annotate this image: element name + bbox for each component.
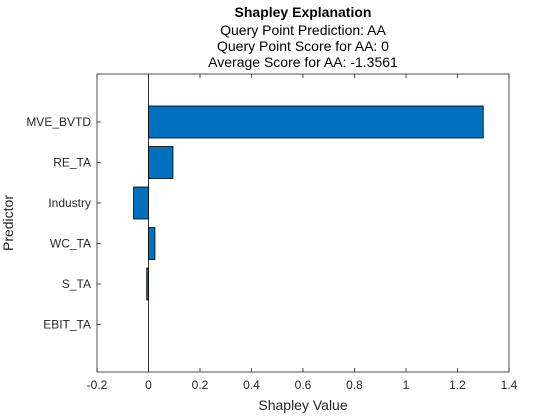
x-tick-label: 1: [403, 378, 410, 392]
y-tick-label: EBIT_TA: [43, 318, 91, 332]
chart-title: Shapley Explanation: [235, 4, 372, 20]
chart-subtitle-2: Query Point Score for AA: 0: [217, 38, 389, 54]
y-tick-label: WC_TA: [50, 237, 91, 251]
y-tick-label: RE_TA: [53, 156, 91, 170]
x-tick-label: 0.4: [243, 378, 260, 392]
bar-s-ta: [146, 267, 149, 301]
x-tick-label: -0.2: [87, 378, 108, 392]
x-tick-label: 0.2: [192, 378, 209, 392]
bar-industry: [133, 186, 149, 220]
x-tick-label: 0.8: [346, 378, 363, 392]
bars-group: [133, 105, 484, 301]
x-tick-label: 1.2: [449, 378, 466, 392]
x-tick-label: 0: [145, 378, 152, 392]
bar-re-ta: [148, 146, 174, 179]
y-axis-label: Predictor: [0, 195, 16, 251]
x-tick-label: 0.6: [295, 378, 312, 392]
x-axis-label: Shapley Value: [258, 397, 347, 413]
x-tick-label: 1.4: [501, 378, 518, 392]
y-tick-label: Industry: [48, 196, 91, 210]
y-tick-group: MVE_BVTD RE_TA Industry WC_TA S_TA EBIT_TA: [26, 115, 101, 332]
chart-subtitle-3: Average Score for AA: -1.3561: [208, 54, 398, 70]
bar-mve-bvtd: [148, 105, 484, 139]
chart-subtitle-1: Query Point Prediction: AA: [220, 22, 386, 38]
y-tick-label: S_TA: [62, 277, 91, 291]
bar-wc-ta: [148, 227, 156, 260]
x-tick-group: -0.2 0 0.2 0.4 0.6 0.8 1 1.2 1.4: [87, 74, 518, 392]
y-tick-label: MVE_BVTD: [26, 115, 91, 129]
